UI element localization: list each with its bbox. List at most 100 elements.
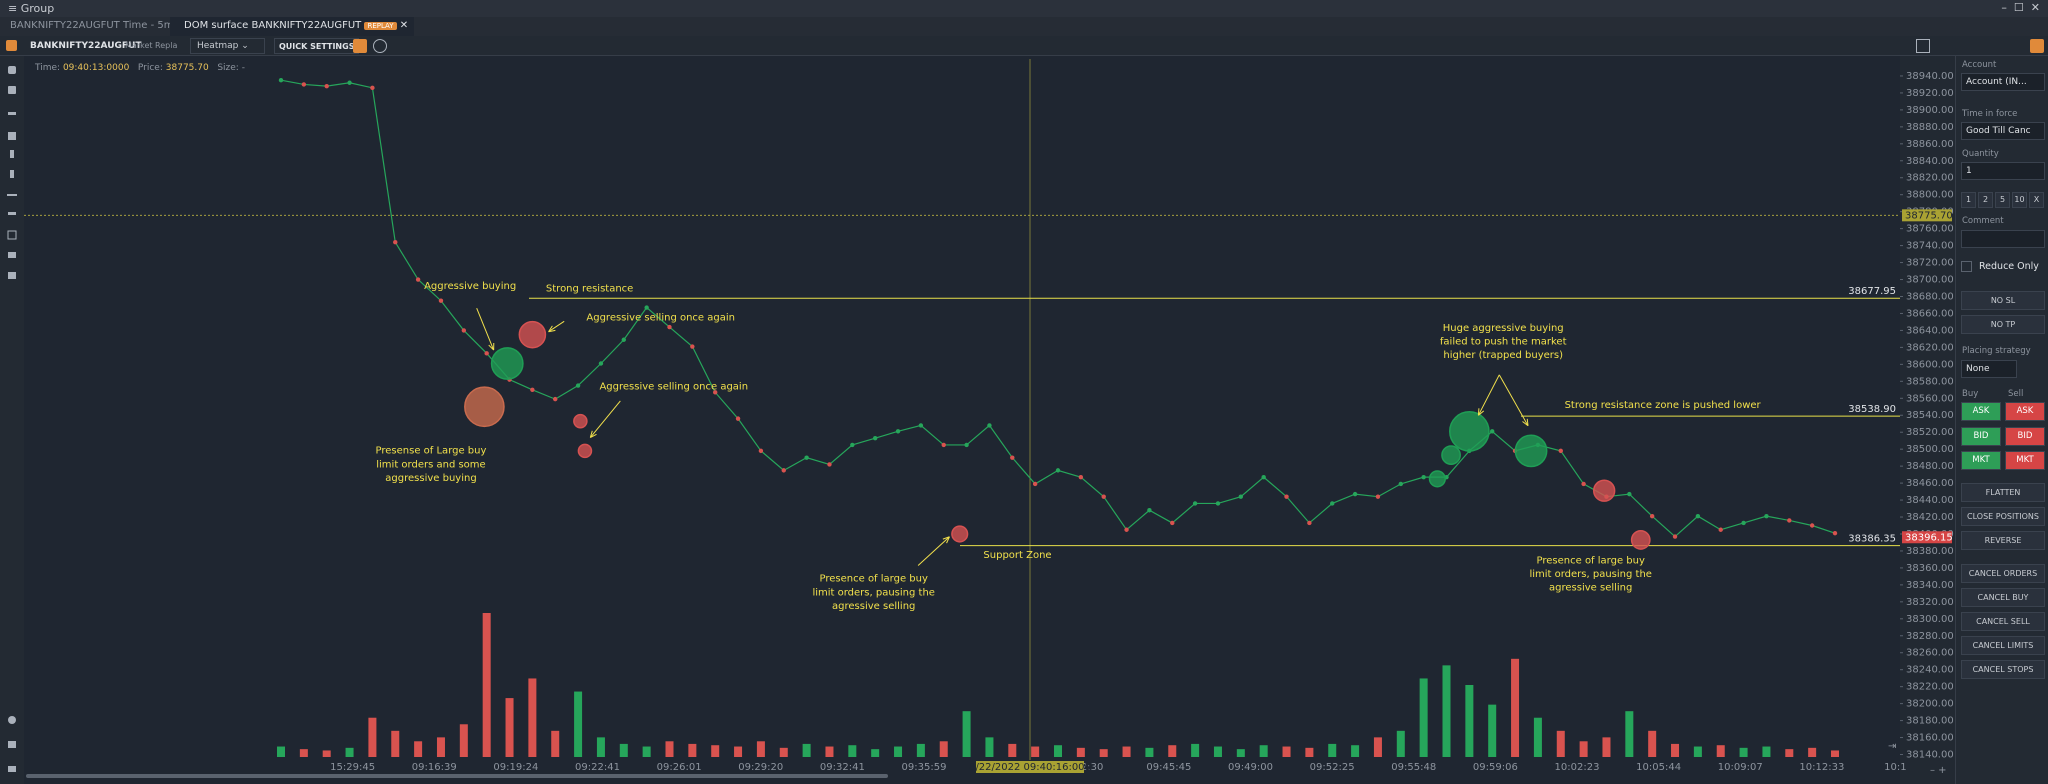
tool-icon[interactable] <box>10 150 14 158</box>
annotation-arrowhead <box>589 430 597 438</box>
volume-bar <box>1556 730 1565 757</box>
volume-bar <box>1419 678 1428 757</box>
quick-qty[interactable]: 2 <box>1978 192 1993 208</box>
strategy-select[interactable]: None <box>1961 360 2017 378</box>
y-tick-label: 38580.00 <box>1906 376 1954 387</box>
comment-label: Comment <box>1962 216 2004 226</box>
data-source[interactable]: Market Repla <box>125 41 178 50</box>
quantity-input[interactable]: 1 <box>1961 162 2045 180</box>
volume-bar <box>345 747 354 757</box>
no-sl-button[interactable]: NO SL <box>1961 291 2045 310</box>
scrollbar[interactable] <box>26 774 888 778</box>
action-button[interactable]: FLATTEN <box>1961 483 2045 502</box>
price-point <box>1490 429 1495 434</box>
tool-icon[interactable] <box>8 272 16 279</box>
panel-toggle[interactable] <box>2030 39 2044 53</box>
reduce-only-checkbox[interactable] <box>1961 261 1972 272</box>
order-bubble <box>1441 445 1461 465</box>
comment-input[interactable] <box>1961 230 2045 248</box>
tool-icon[interactable] <box>8 112 16 115</box>
x-tick-label: 09:26:01 <box>657 762 702 773</box>
price-point <box>1672 534 1678 539</box>
price-point <box>347 80 352 85</box>
y-tick-label: 38880.00 <box>1906 122 1954 133</box>
order-bubble <box>1449 411 1490 452</box>
symbol[interactable]: BANKNIFTY22AUGFUT <box>30 41 142 51</box>
annotation: agressive selling <box>1549 583 1632 594</box>
tool-icon[interactable] <box>8 252 16 258</box>
zoom-controls[interactable]: – + <box>1930 765 1947 776</box>
y-tick-label: 38700.00 <box>1906 275 1954 286</box>
annotation-arrow <box>1477 374 1500 416</box>
annotation: Support Zone <box>983 550 1051 561</box>
quick-qty[interactable]: 5 <box>1995 192 2010 208</box>
tab[interactable]: BANKNIFTY22AUGFUT Time - 5m ✕ <box>10 20 185 31</box>
sell-bid-button[interactable]: BID <box>2005 427 2045 446</box>
quick-settings-button[interactable]: QUICK SETTINGS <box>274 38 360 54</box>
scroll-end-icon[interactable]: ⇥ <box>1888 741 1896 752</box>
crosshair-time-label: 8/22/2022 09:40:16:000 <box>969 762 1091 773</box>
annotation: higher (trapped buyers) <box>1443 350 1563 361</box>
buy-mkt-button[interactable]: MKT <box>1961 451 2001 470</box>
y-tick-label: 38240.00 <box>1906 665 1954 676</box>
link-icon[interactable] <box>6 40 17 51</box>
no-tp-button[interactable]: NO TP <box>1961 315 2045 334</box>
level-label: 38538.90 <box>1848 404 1896 415</box>
view-select-value: Heatmap <box>197 41 239 51</box>
price-label: Price: <box>137 63 163 73</box>
volume-bar <box>436 737 445 757</box>
window-controls[interactable]: – ☐ ✕ <box>2001 1 2040 14</box>
volume-bar <box>368 717 377 757</box>
x-tick-label: 10:12:33 <box>1799 762 1844 773</box>
volume-bar <box>1168 745 1177 757</box>
quick-qty[interactable]: 1 <box>1961 192 1976 208</box>
tool-icon[interactable] <box>8 132 16 140</box>
volume-bar <box>1648 730 1657 757</box>
layout-icon[interactable] <box>1916 39 1930 53</box>
tool-icon[interactable] <box>8 86 16 94</box>
annotation: Aggressive selling once again <box>599 382 748 393</box>
annotation: Presence of large buy <box>1537 555 1645 566</box>
buy-ask-button[interactable]: ASK <box>1961 402 2001 421</box>
volume-bar <box>414 741 423 757</box>
x-tick-label: 10:02:23 <box>1555 762 1600 773</box>
menu-icon[interactable]: ≡ <box>8 2 21 15</box>
action-button[interactable]: CANCEL STOPS <box>1961 660 2045 679</box>
x-tick-label: 09:49:00 <box>1228 762 1273 773</box>
tool-icon[interactable] <box>8 766 16 772</box>
tool-icon[interactable] <box>7 194 17 196</box>
quick-qty[interactable]: X <box>2029 192 2044 208</box>
tool-icon[interactable] <box>8 66 16 74</box>
y-tick-label: 38460.00 <box>1906 478 1954 489</box>
view-select[interactable]: Heatmap ⌄ <box>190 38 265 54</box>
sell-ask-button[interactable]: ASK <box>2005 402 2045 421</box>
settings-icon[interactable] <box>353 39 367 53</box>
tool-icon[interactable] <box>10 170 14 178</box>
action-button[interactable]: CANCEL ORDERS <box>1961 564 2045 583</box>
tif-select[interactable]: Good Till Canc <box>1961 122 2045 140</box>
y-tick-label: 38520.00 <box>1906 427 1954 438</box>
action-button[interactable]: CANCEL BUY <box>1961 588 2045 607</box>
action-button[interactable]: CANCEL LIMITS <box>1961 636 2045 655</box>
action-button[interactable]: CANCEL SELL <box>1961 612 2045 631</box>
volume-bar <box>871 749 880 757</box>
order-bubble <box>577 443 593 459</box>
tool-icon[interactable] <box>8 212 16 215</box>
price-point <box>1832 530 1838 536</box>
action-button[interactable]: REVERSE <box>1961 531 2045 550</box>
volume-bar <box>1305 747 1314 757</box>
quick-qty[interactable]: 10 <box>2012 192 2027 208</box>
action-button[interactable]: CLOSE POSITIONS <box>1961 507 2045 526</box>
account-select[interactable]: Account (IN... <box>1961 73 2045 91</box>
tool-icon[interactable] <box>8 716 16 724</box>
price-point <box>1055 468 1061 473</box>
sell-mkt-button[interactable]: MKT <box>2005 451 2045 470</box>
buy-bid-button[interactable]: BID <box>1961 427 2001 446</box>
info-icon[interactable] <box>373 39 387 53</box>
tab[interactable]: DOM surface BANKNIFTY22AUGFUT REPLAY ✕ <box>170 17 415 36</box>
volume-bar <box>734 746 743 757</box>
tool-icon[interactable] <box>7 230 17 240</box>
annotation: agressive selling <box>832 601 915 612</box>
tool-icon[interactable] <box>8 741 16 748</box>
